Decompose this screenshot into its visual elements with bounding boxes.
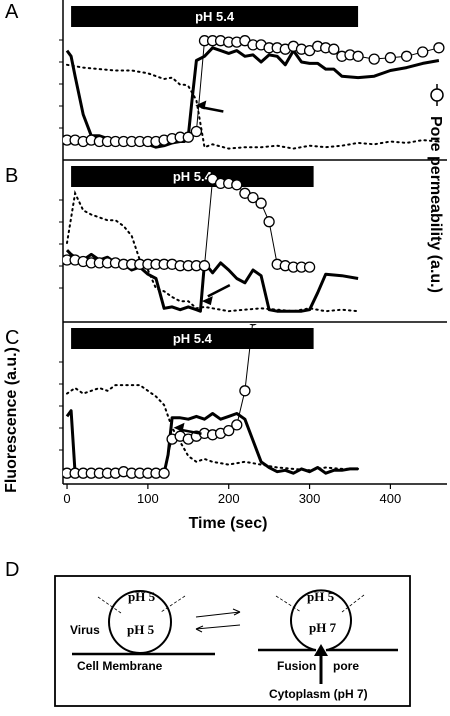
diagram-pore-label: pore bbox=[333, 659, 359, 673]
pore-permeability-point bbox=[352, 50, 364, 62]
data-layer bbox=[63, 173, 360, 313]
pore-permeability-point bbox=[231, 179, 243, 191]
diagram-right-top-ph: pH 5 bbox=[307, 589, 335, 604]
fluorescence-line bbox=[65, 46, 440, 149]
diagram-cytoplasm-label: Cytoplasm (pH 7) bbox=[269, 687, 368, 701]
pore-permeability-point bbox=[239, 385, 251, 397]
fusion-pore-arrowhead bbox=[314, 644, 328, 656]
legend-open-circle bbox=[430, 88, 444, 102]
diagram-fusion-label: Fusion bbox=[277, 659, 316, 673]
pore-permeability-point bbox=[263, 216, 275, 228]
pore-permeability-point bbox=[182, 131, 194, 143]
pore-permeability-point bbox=[231, 419, 243, 431]
equilibrium-arrow-forward bbox=[195, 611, 241, 618]
pore-permeability-point bbox=[384, 52, 397, 64]
x-tick-label: 0 bbox=[63, 491, 70, 506]
x-tick-label: 300 bbox=[299, 491, 321, 506]
panel-a: pH 5.4 bbox=[59, 0, 447, 161]
pore-permeability-point bbox=[400, 50, 413, 62]
x-tick-label: 100 bbox=[137, 491, 159, 506]
equilibrium-arrow-backward bbox=[195, 624, 241, 630]
arrow-shaft bbox=[179, 428, 202, 436]
diagram-right-inside-ph: pH 7 bbox=[309, 620, 337, 635]
pore-permeability-point bbox=[249, 324, 257, 326]
pore-permeability-point bbox=[255, 197, 267, 209]
panel-letter-c: C bbox=[5, 327, 19, 349]
equilibrium-arrowhead-forward bbox=[232, 608, 241, 616]
pore-permeability-point bbox=[417, 46, 429, 58]
data-layer bbox=[63, 35, 445, 150]
arrow-shaft bbox=[207, 284, 231, 298]
pore-permeability-point bbox=[247, 191, 259, 204]
fluorescence-line bbox=[65, 249, 359, 313]
arrow-head bbox=[195, 100, 207, 110]
arrow-shaft bbox=[201, 106, 224, 113]
y-axis-title-right: Pore permeability (a.u.) bbox=[427, 116, 444, 293]
pore-permeability-point bbox=[433, 42, 445, 54]
pore-permeability-point bbox=[190, 125, 203, 138]
panel-c: pH 5.4 0 100 200 300 400 bbox=[59, 322, 447, 506]
virus-circle-left bbox=[108, 590, 172, 654]
ph-treatment-label: pH 5.4 bbox=[173, 331, 213, 346]
panel-letter-d: D bbox=[5, 559, 19, 581]
fluorescence-line bbox=[65, 409, 359, 477]
equilibrium-arrowhead-backward bbox=[195, 625, 204, 633]
panel-letter-b: B bbox=[5, 165, 18, 187]
diagram-virus-label: Virus bbox=[70, 623, 100, 637]
ph-treatment-label: pH 5.4 bbox=[173, 169, 213, 184]
x-tick-label: 200 bbox=[218, 491, 240, 506]
dye-dotted-line bbox=[66, 384, 360, 472]
chart-panels: pH 5.4 pH 5.4 pH 5.4 0 100 200 300 400 bbox=[59, 0, 447, 506]
diagram-left-top-ph: pH 5 bbox=[128, 589, 156, 604]
diagram-frame bbox=[54, 575, 411, 707]
diagram-cell-membrane-label: Cell Membrane bbox=[77, 659, 163, 673]
pore-permeability-point bbox=[368, 53, 380, 65]
pore-permeability-point bbox=[303, 261, 316, 273]
ph-treatment-bar bbox=[71, 6, 359, 27]
pore-permeability-point bbox=[223, 424, 235, 437]
pore-permeability-point bbox=[198, 260, 211, 272]
arrow-head bbox=[173, 422, 185, 432]
x-axis-title: Time (sec) bbox=[189, 515, 268, 532]
dye-dotted-line bbox=[66, 189, 360, 313]
panel-letter-a: A bbox=[5, 1, 19, 23]
ph-treatment-bar bbox=[71, 166, 314, 187]
pore-permeability-point bbox=[158, 467, 170, 479]
ph-treatment-label: pH 5.4 bbox=[195, 9, 235, 24]
virus-arc-right bbox=[290, 589, 352, 651]
arrow-head bbox=[201, 296, 213, 306]
data-layer bbox=[63, 324, 360, 479]
right-axis-legend: Pore permeability (a.u.) bbox=[427, 84, 444, 293]
x-tick-label: 400 bbox=[380, 491, 402, 506]
diagram-panel-d: pH 5 pH 5 Virus Cell Membrane pH 5 pH 7 … bbox=[54, 575, 411, 707]
dye-dotted-line bbox=[66, 63, 440, 150]
pore-permeability-point bbox=[328, 43, 340, 55]
diagram-left-inside-ph: pH 5 bbox=[127, 622, 155, 637]
panel-b: pH 5.4 bbox=[59, 160, 447, 323]
y-axis-title-left: Fluorescence (a.u.) bbox=[3, 347, 20, 493]
ph-treatment-bar bbox=[71, 328, 314, 349]
